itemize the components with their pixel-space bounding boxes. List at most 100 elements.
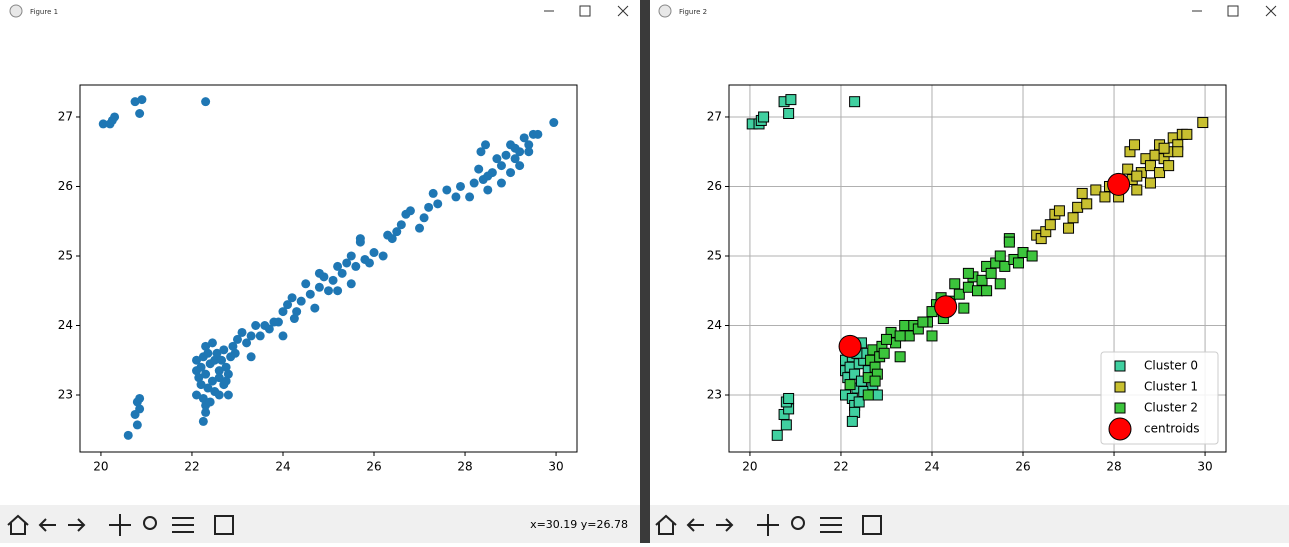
point	[428, 188, 438, 198]
configure-button[interactable]	[820, 517, 842, 533]
point	[405, 206, 415, 216]
back-button[interactable]	[686, 518, 704, 532]
forward-button[interactable]	[68, 518, 86, 532]
point	[1149, 149, 1161, 161]
point	[846, 415, 858, 427]
y-tick-label: 27	[707, 109, 722, 123]
point	[844, 379, 856, 391]
close-button[interactable]	[1265, 5, 1277, 17]
home-button[interactable]	[7, 514, 29, 535]
home-button[interactable]	[655, 514, 677, 535]
point	[783, 392, 795, 404]
maximize-button[interactable]	[1227, 5, 1239, 17]
point	[1144, 177, 1156, 189]
back-button[interactable]	[38, 518, 56, 532]
x-tick-label: 22	[833, 460, 848, 474]
point	[474, 164, 484, 174]
point	[926, 330, 938, 342]
toolbar-background	[650, 505, 1289, 543]
point	[221, 362, 231, 372]
point	[196, 380, 206, 390]
legend: Cluster 0 Cluster 1 Cluster 2 centroids	[1100, 351, 1219, 445]
point	[1099, 191, 1111, 203]
close-button[interactable]	[617, 5, 629, 17]
point	[98, 119, 108, 129]
point	[1154, 167, 1166, 179]
legend-marker	[1114, 402, 1126, 414]
point	[785, 94, 797, 106]
point	[314, 268, 324, 278]
point	[424, 202, 434, 212]
point	[1181, 128, 1193, 140]
axes-frame	[728, 84, 1227, 453]
legend-label: Cluster 1	[1144, 380, 1198, 394]
configure-button[interactable]	[172, 517, 194, 533]
point	[242, 338, 252, 348]
point	[515, 161, 525, 171]
y-tick-label: 24	[58, 318, 73, 332]
point	[1197, 117, 1209, 129]
point	[492, 154, 502, 164]
point	[469, 178, 479, 188]
x-tick-label: 28	[1106, 460, 1121, 474]
chart: 20 22 24 26 28 30 23 24 25 26 27 Cluster 0 Cluster 1…	[707, 84, 1227, 474]
point	[246, 331, 256, 341]
point	[451, 192, 461, 202]
point	[1063, 222, 1075, 234]
pan-button[interactable]	[109, 514, 131, 536]
point	[519, 133, 529, 143]
point	[853, 396, 865, 408]
point	[1163, 160, 1175, 172]
title-bar: Figure 2	[658, 4, 1277, 18]
point	[192, 390, 202, 400]
point	[210, 355, 220, 365]
point	[333, 261, 343, 271]
point	[976, 274, 988, 286]
point	[783, 107, 795, 119]
point	[1131, 170, 1143, 182]
title-bar: Figure 1	[9, 4, 629, 18]
point	[201, 407, 211, 417]
point	[192, 355, 202, 365]
point	[214, 390, 224, 400]
point	[549, 118, 559, 128]
point	[264, 324, 274, 334]
chart: 20 22 24 26 28 30 23 24 25 26 27	[58, 84, 578, 474]
save-button[interactable]	[862, 515, 882, 535]
point	[481, 140, 491, 150]
pan-button[interactable]	[757, 514, 779, 536]
point	[510, 154, 520, 164]
point	[278, 307, 288, 317]
legend-label: centroids	[1144, 422, 1200, 436]
y-tick-label: 25	[707, 248, 722, 262]
point	[221, 376, 231, 386]
save-button[interactable]	[214, 515, 234, 535]
point	[392, 227, 402, 237]
point	[771, 429, 783, 441]
point	[1012, 257, 1024, 269]
zoom-button[interactable]	[791, 516, 805, 530]
point	[333, 286, 343, 296]
zoom-button[interactable]	[143, 516, 157, 530]
toolbar-background	[0, 505, 640, 543]
y-tick-label: 23	[707, 388, 722, 402]
x-tick-label: 20	[742, 460, 757, 474]
point	[203, 383, 213, 393]
y-tick-label: 25	[58, 248, 73, 262]
x-tick-label: 24	[275, 460, 290, 474]
point	[198, 393, 208, 403]
axes-frame	[79, 84, 578, 453]
point	[917, 316, 929, 328]
point	[780, 419, 792, 431]
point	[135, 108, 145, 118]
point	[194, 373, 204, 383]
x-tick-label: 24	[924, 460, 939, 474]
point	[135, 393, 145, 403]
point	[894, 351, 906, 363]
forward-button[interactable]	[716, 518, 734, 532]
point	[433, 199, 443, 209]
point	[1131, 184, 1143, 196]
maximize-button[interactable]	[579, 5, 591, 17]
app-icon	[9, 4, 23, 18]
point	[289, 314, 299, 324]
